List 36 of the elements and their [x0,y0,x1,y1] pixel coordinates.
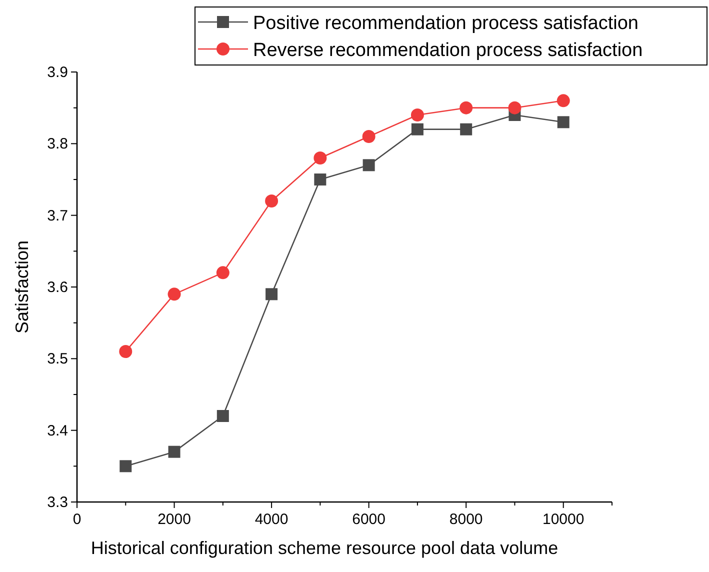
point [362,130,376,143]
x-tick-label: 4000 [254,511,288,528]
point [216,410,229,422]
point [460,123,472,136]
legend-label: Positive recommendation process satisfaction [253,13,638,34]
x-tick-label: 0 [72,511,82,528]
point [362,159,375,172]
x-tick-label: 10000 [542,511,584,528]
x-tick-label: 6000 [352,511,386,528]
point [266,288,278,300]
legend-label: Reverse recommendation process satisfaction [253,40,643,61]
point [410,108,424,122]
point [556,94,570,108]
x-tick-label: 8000 [449,511,483,528]
x-tick-label: 2000 [158,511,191,528]
y-tick-label: 3.6 [47,279,68,296]
point [168,446,180,458]
y-tick-label: 3.8 [47,136,68,153]
point [411,123,424,136]
point [119,345,132,358]
point [120,460,132,472]
point [460,101,473,114]
point [557,116,570,128]
point [508,101,522,114]
point [314,174,326,186]
y-tick-label: 3.3 [47,494,68,511]
y-tick-label: 3.7 [47,207,68,224]
point [314,152,327,164]
x-axis-title: Historical configuration scheme resource pool data volume [90,538,558,558]
y-tick-label: 3.9 [47,64,68,81]
point [168,288,181,301]
y-axis-title: Satisfaction [12,240,32,334]
point [265,194,278,208]
y-tick-label: 3.4 [47,422,68,440]
y-tick-label: 3.5 [47,350,68,368]
point [216,266,230,280]
